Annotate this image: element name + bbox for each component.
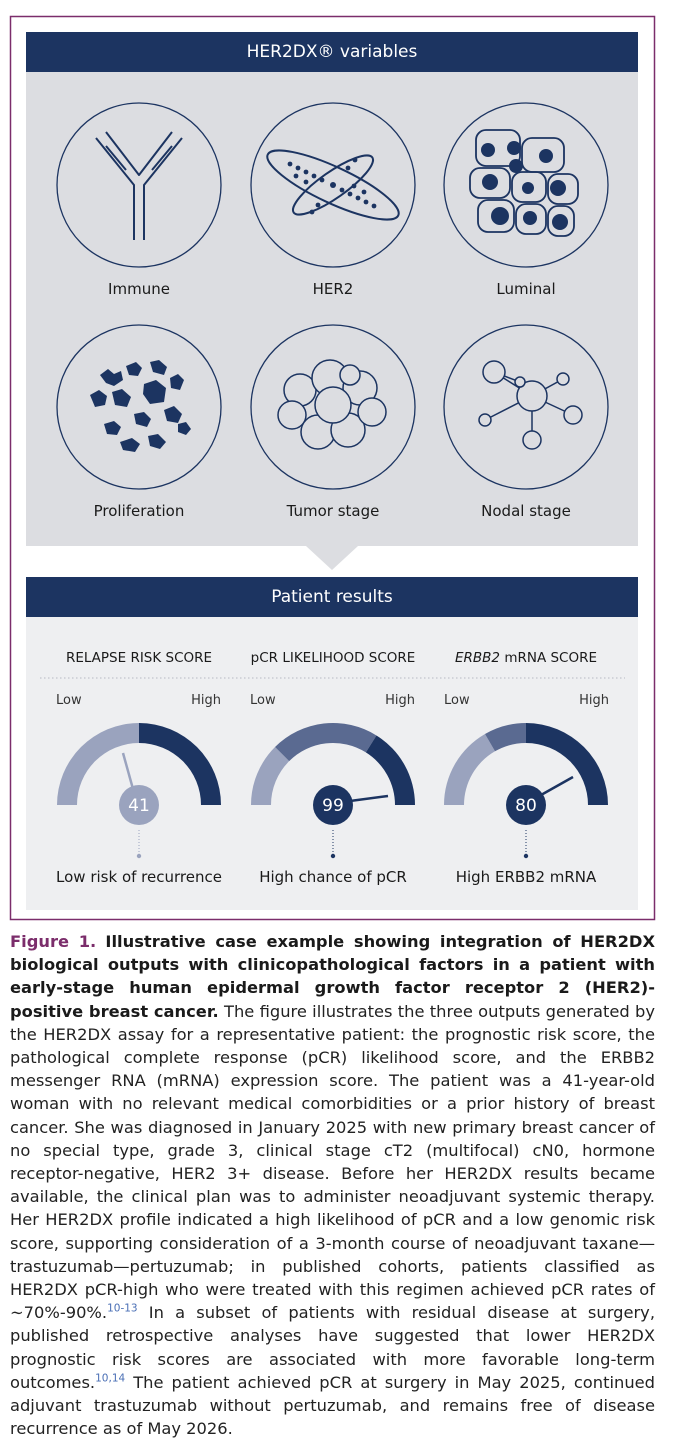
tumor-stage-icon (277, 359, 387, 450)
frame (9, 15, 656, 921)
nodal-stage-icon (478, 360, 583, 450)
low-label: Low (56, 693, 82, 708)
caption-label: Figure 1. (10, 932, 97, 951)
reference: 10-13 (107, 1302, 138, 1315)
needle (349, 794, 389, 803)
reference: 10,14 (95, 1372, 126, 1385)
score-circle (506, 785, 546, 825)
results-bar (26, 577, 638, 617)
caption-text: In a subset of patients with residual di… (10, 1303, 655, 1392)
variable-label: Nodal stage (481, 502, 571, 520)
icon-circles (56, 102, 609, 490)
gauge-segment (139, 723, 221, 805)
low-label: Low (444, 693, 470, 708)
caption-text: The figure illustrates the three outputs… (10, 1001, 656, 1323)
score-name-rest: mRNA SCORE (504, 650, 597, 666)
gauge-segment (526, 723, 608, 805)
caption: Figure 1. Illustrative case example show… (10, 930, 655, 1440)
low-label: Low (250, 693, 276, 708)
variables-panel (26, 72, 638, 546)
gauge-segment (444, 733, 495, 805)
arrow (306, 546, 358, 570)
interpretation: High chance of pCR (259, 868, 407, 886)
score-circle (119, 785, 159, 825)
score-name-italic: ERBB2 (455, 650, 500, 666)
score-name: pCR LIKELIHOOD SCORE (251, 650, 416, 666)
dot (523, 853, 529, 859)
gauge-segment (57, 723, 139, 805)
variable-labels: Immune HER2 Luminal Proliferation Tumor … (94, 280, 571, 520)
interpretation: High ERBB2 mRNA (456, 868, 597, 886)
proliferation-icon (90, 360, 191, 452)
her2-icon (266, 149, 400, 221)
scores: 41 99 80 (128, 796, 537, 816)
variable-label: HER2 (313, 280, 354, 298)
header-title: HER2DX® variables (247, 42, 418, 62)
icon-circle (56, 102, 222, 268)
icon-circle (250, 102, 416, 268)
results-title: Patient results (271, 587, 393, 607)
icon-circle (443, 324, 609, 490)
gauge-segment (251, 747, 290, 805)
high-label: High (385, 693, 415, 708)
dot (136, 853, 142, 859)
score-value: 41 (128, 796, 150, 816)
variable-label: Luminal (496, 280, 555, 298)
dot (330, 853, 336, 859)
needle (540, 775, 574, 797)
header-bar (26, 32, 638, 72)
gauge-segment (275, 723, 377, 762)
interpretations: Low risk of recurrence High chance of pC… (56, 868, 597, 886)
variable-label: Proliferation (94, 502, 185, 520)
variable-label: Immune (108, 280, 170, 298)
score-names: RELAPSE RISK SCORE pCR LIKELIHOOD SCORE … (66, 650, 597, 666)
score-name: ERBB2 mRNA SCORE (455, 650, 597, 666)
score-name: RELAPSE RISK SCORE (66, 650, 212, 666)
gauges (57, 723, 608, 805)
caption-text: The patient achieved pCR at surgery in M… (10, 1372, 655, 1439)
high-label: High (191, 693, 221, 708)
low-high-labels: Low High Low High Low High (56, 693, 609, 708)
gauge-segment (485, 723, 526, 752)
icon-circle (443, 102, 609, 268)
interpretation: Low risk of recurrence (56, 868, 222, 886)
score-circle (313, 785, 353, 825)
needle (121, 752, 135, 790)
luminal-icon (469, 129, 579, 237)
gauge-segment (365, 735, 415, 805)
immune-icon (95, 131, 183, 240)
high-label: High (579, 693, 609, 708)
variable-label: Tumor stage (286, 502, 380, 520)
icon-circle (56, 324, 222, 490)
score-value: 99 (322, 796, 344, 816)
score-value: 80 (515, 796, 537, 816)
caption-title: Illustrative case example showing integr… (10, 932, 655, 1021)
icon-circle (250, 324, 416, 490)
results-panel (26, 617, 638, 910)
figure: HER2DX® variables (9, 15, 656, 921)
